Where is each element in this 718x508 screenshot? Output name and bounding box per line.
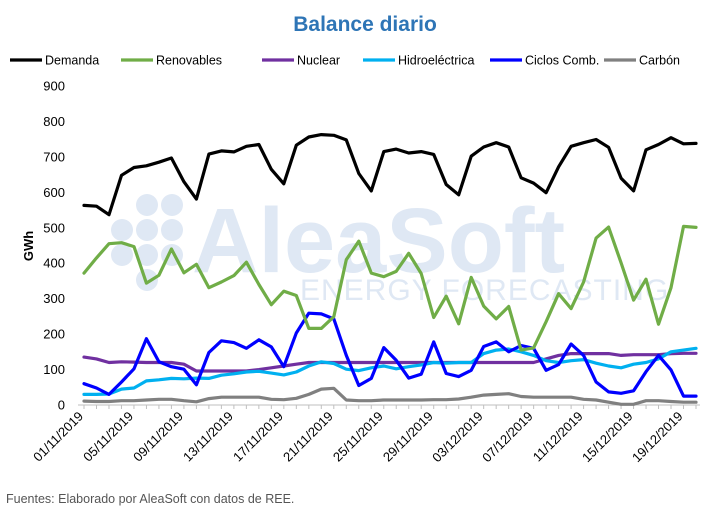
- y-tick-label: 500: [43, 220, 65, 235]
- y-tick-label: 600: [43, 185, 65, 200]
- y-tick-label: 200: [43, 327, 65, 342]
- x-axis: 01/11/201905/11/201909/11/201913/11/2019…: [30, 404, 700, 466]
- y-tick-label: 300: [43, 291, 65, 306]
- x-tick-label: 25/11/2019: [330, 409, 386, 465]
- plot-area: [82, 133, 698, 406]
- watermark-tagline: ENERGY FORECASTING: [300, 274, 669, 307]
- y-tick-label: 100: [43, 362, 65, 377]
- legend-label-nuclear: Nuclear: [297, 54, 340, 68]
- series-line-renovables: [82, 224, 698, 352]
- x-tick-label: 09/11/2019: [130, 409, 186, 465]
- chart-title: Balance diario: [293, 13, 437, 36]
- y-tick-label: 400: [43, 256, 65, 271]
- legend-label-ciclos-comb: Ciclos Comb.: [525, 54, 599, 68]
- x-tick-label: 05/11/2019: [80, 409, 136, 465]
- y-axis: 0 100 200 300 400 500 600 700 800 900: [43, 79, 65, 413]
- x-tick-label: 03/12/2019: [429, 409, 486, 466]
- source-note: Fuentes: Elaborado por AleaSoft con dato…: [6, 492, 294, 506]
- y-axis-label: GWh: [21, 231, 36, 261]
- x-tick-label: 19/12/2019: [629, 409, 686, 466]
- y-tick-label: 900: [43, 79, 65, 94]
- x-tick-label: 17/11/2019: [230, 409, 286, 465]
- legend-label-renovables: Renovables: [156, 54, 222, 68]
- x-tick-label: 07/12/2019: [479, 409, 536, 466]
- legend-label-hidroelectrica: Hidroeléctrica: [398, 54, 474, 68]
- legend-label-carbon: Carbón: [639, 54, 680, 68]
- x-tick-label: 21/11/2019: [280, 409, 336, 465]
- series-line-ciclos-comb: [82, 311, 698, 398]
- series-line-hidroelectrica: [82, 346, 698, 396]
- x-tick-label: 11/12/2019: [530, 409, 586, 465]
- y-tick-label: 0: [58, 398, 65, 413]
- watermark: AleaSoft ENERGY FORECASTING: [111, 190, 669, 307]
- y-tick-label: 700: [43, 149, 65, 164]
- x-tick-label: 01/11/2019: [30, 409, 86, 465]
- y-tick-label: 800: [43, 114, 65, 129]
- series-line-nuclear: [82, 351, 698, 373]
- series-line-carbon: [82, 386, 698, 406]
- x-tick-label: 29/11/2019: [380, 409, 436, 465]
- x-tick-label: 15/12/2019: [579, 409, 636, 466]
- series-line-demanda: [82, 133, 698, 217]
- x-tick-label: 13/11/2019: [180, 409, 236, 465]
- legend-label-demanda: Demanda: [45, 54, 99, 68]
- legend: Demanda Renovables Nuclear Hidroeléctrica Ci…: [10, 54, 680, 68]
